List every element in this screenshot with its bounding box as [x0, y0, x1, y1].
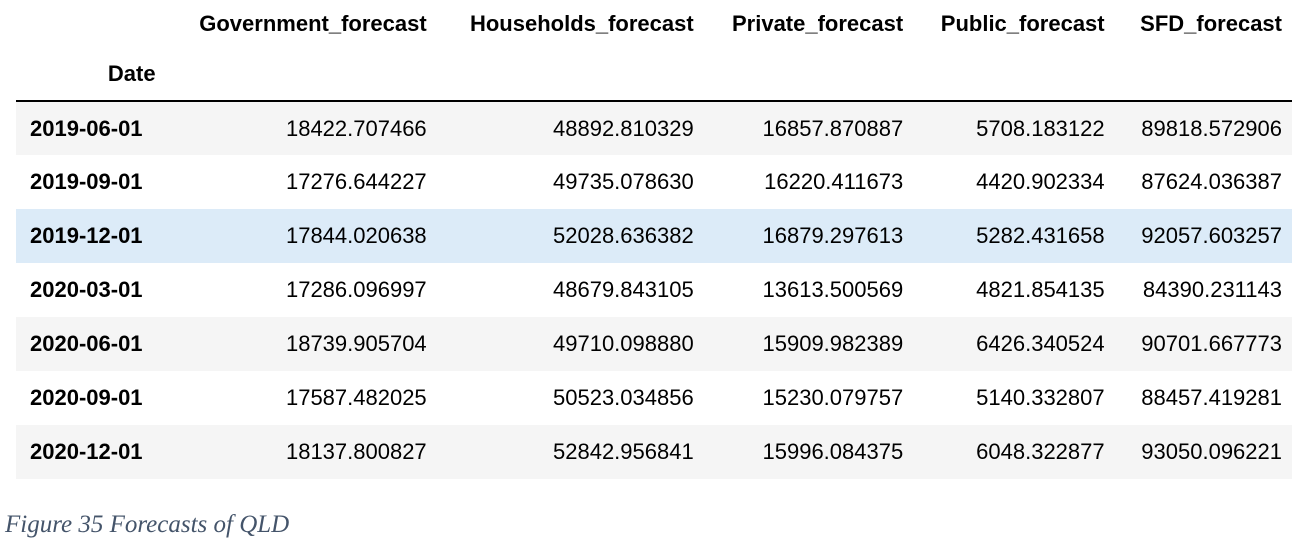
table-cell: 52842.956841 [553, 439, 694, 464]
row-index-date: 2020-12-01 [30, 439, 143, 464]
table-cell: 17844.020638 [285, 223, 427, 248]
table-cell: 17587.482025 [285, 385, 427, 410]
table-cell: 18137.800827 [285, 439, 427, 464]
table-cell: 88457.419281 [1141, 385, 1282, 410]
index-header-row: Date [16, 48, 1292, 102]
table-row: 2019-12-01 17844.020638 52028.636382 16879.… [16, 209, 1292, 263]
table-row: 2020-09-01 17587.482025 50523.034856 15230.… [16, 371, 1292, 425]
row-index-date: 2020-09-01 [30, 385, 143, 410]
table-cell: 15996.084375 [762, 439, 904, 464]
row-index-date: 2020-03-01 [30, 277, 143, 302]
table-row: 2019-09-01 17276.644227 49735.078630 16220.… [16, 155, 1292, 209]
table-cell: 18739.905704 [285, 331, 427, 356]
index-name-header: Date [16, 48, 166, 102]
forecast-table: Government_forecast Households_forecast … [16, 0, 1292, 479]
table-cell: 87624.036387 [1141, 169, 1282, 194]
table-body: 2019-06-01 18422.707466 48892.810329 16857.… [16, 101, 1292, 479]
table-row: 2020-03-01 17286.096997 48679.843105 13613.… [16, 263, 1292, 317]
table-cell: 16857.870887 [762, 115, 904, 141]
table-cell: 52028.636382 [553, 223, 694, 248]
figure-caption: Figure 35 Forecasts of QLD [5, 511, 290, 538]
row-index-date: 2019-06-01 [30, 115, 143, 141]
table-header: Government_forecast Households_forecast … [16, 0, 1292, 102]
table-row: 2019-06-01 18422.707466 48892.810329 16857.… [16, 101, 1292, 155]
table-cell: 89818.572906 [1141, 115, 1282, 141]
table-cell: 5708.183122 [976, 115, 1105, 141]
table-cell: 6426.340524 [976, 331, 1105, 356]
table-cell: 4821.854135 [976, 277, 1105, 302]
table-cell: 49710.098880 [553, 331, 694, 356]
table-cell: 5282.431658 [976, 223, 1105, 248]
table-cell: 6048.322877 [976, 439, 1105, 464]
row-index-date: 2019-12-01 [30, 223, 143, 248]
table-cell: 92057.603257 [1141, 223, 1282, 248]
table-cell: 48679.843105 [553, 277, 694, 302]
table-cell: 15909.982389 [762, 331, 904, 356]
corner-header-cell [16, 0, 166, 48]
table-cell: 49735.078630 [553, 169, 694, 194]
column-header-sfd: SFD_forecast [1140, 11, 1282, 36]
table-cell: 48892.810329 [553, 115, 694, 141]
table-cell: 84390.231143 [1142, 277, 1282, 302]
table-cell: 18422.707466 [285, 115, 427, 141]
column-header-row: Government_forecast Households_forecast … [16, 0, 1292, 48]
table-row: 2020-06-01 18739.905704 49710.098880 15909.… [16, 317, 1292, 371]
table-cell: 50523.034856 [553, 385, 694, 410]
table-cell: 5140.332807 [976, 385, 1105, 410]
table-cell: 16879.297613 [762, 223, 904, 248]
table-cell: 13613.500569 [762, 277, 904, 302]
table-cell: 90701.667773 [1141, 331, 1282, 356]
table-cell: 17286.096997 [285, 277, 427, 302]
column-header-households: Households_forecast [469, 11, 694, 36]
column-header-private: Private_forecast [731, 11, 904, 36]
table-cell: 4420.902334 [976, 169, 1105, 194]
table-row: 2020-12-01 18137.800827 52842.956841 15996.… [16, 425, 1292, 479]
table-cell: 16220.411673 [764, 169, 904, 194]
table-cell: 15230.079757 [762, 385, 904, 410]
table-cell: 17276.644227 [285, 169, 427, 194]
column-header-public: Public_forecast [940, 11, 1105, 36]
column-header-government: Government_forecast [199, 11, 427, 36]
row-index-date: 2019-09-01 [30, 169, 143, 194]
row-index-date: 2020-06-01 [30, 331, 143, 356]
table-cell: 93050.096221 [1141, 439, 1282, 464]
